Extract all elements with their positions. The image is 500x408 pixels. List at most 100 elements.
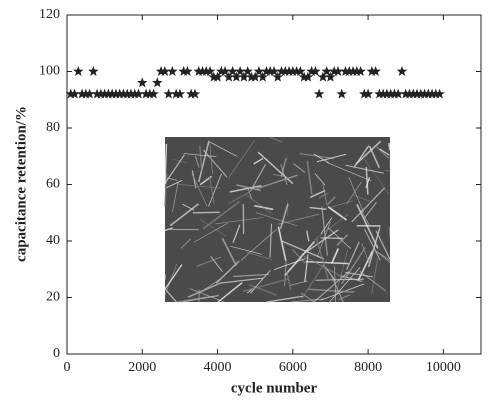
sem-texture: [309, 189, 326, 198]
data-point: [103, 88, 114, 99]
y-tick-label: 20: [46, 290, 60, 305]
sem-texture: [164, 179, 183, 189]
sem-texture: [247, 188, 253, 200]
sem-texture: [346, 181, 362, 205]
sem-texture: [320, 217, 333, 235]
data-point: [182, 66, 193, 76]
sem-texture: [328, 200, 353, 209]
data-point: [374, 88, 385, 99]
data-point: [344, 66, 355, 76]
data-point: [276, 66, 287, 76]
data-point: [321, 66, 332, 76]
sem-texture: [375, 230, 391, 260]
data-point: [423, 88, 434, 99]
data-point: [249, 71, 261, 82]
data-point: [268, 66, 280, 76]
sem-texture: [286, 271, 292, 291]
data-point: [287, 66, 299, 76]
sem-texture: [284, 240, 316, 277]
data-point: [257, 71, 268, 82]
y-tick-label: 80: [46, 120, 60, 135]
data-point: [216, 66, 227, 76]
data-point: [336, 88, 347, 99]
data-point: [163, 88, 174, 99]
sem-texture: [345, 271, 373, 278]
x-tick-label: 8000: [354, 360, 382, 375]
sem-texture: [176, 296, 207, 303]
data-point: [121, 88, 133, 99]
sem-texture: [336, 234, 349, 246]
data-point: [377, 88, 389, 99]
data-point: [253, 66, 265, 76]
data-point: [295, 66, 306, 76]
data-point: [261, 66, 272, 76]
sem-texture: [176, 183, 221, 189]
sem-texture: [306, 230, 310, 242]
data-point: [208, 71, 220, 82]
data-point: [302, 71, 314, 82]
y-tick-label: 120: [39, 7, 60, 22]
data-point: [419, 88, 430, 99]
data-point: [242, 66, 253, 76]
data-point: [306, 66, 317, 76]
data-point: [227, 66, 238, 76]
sem-texture: [313, 153, 329, 164]
sem-texture: [301, 229, 339, 256]
sem-texture: [266, 295, 304, 303]
data-point: [174, 88, 186, 99]
data-point: [317, 71, 329, 82]
sem-texture: [187, 281, 223, 298]
sem-texture: [321, 206, 328, 256]
sem-texture: [221, 237, 238, 266]
data-point: [95, 88, 107, 99]
data-point: [201, 66, 212, 76]
data-point: [125, 88, 137, 99]
data-point: [185, 88, 197, 99]
data-point: [362, 88, 374, 99]
data-point: [73, 66, 84, 76]
sem-texture: [249, 164, 266, 192]
sem-texture: [273, 173, 285, 178]
sem-texture: [164, 173, 168, 207]
sem-texture: [388, 143, 391, 151]
sem-texture: [365, 167, 369, 195]
x-axis-title: cycle number: [231, 380, 318, 396]
data-point: [332, 66, 344, 76]
sem-texture: [199, 145, 203, 171]
sem-texture: [345, 164, 384, 174]
sem-texture: [346, 241, 360, 271]
sem-texture: [371, 258, 379, 293]
data-point: [231, 71, 242, 82]
sem-texture: [217, 282, 243, 303]
data-point: [193, 66, 204, 76]
sem-texture: [210, 142, 238, 157]
x-tick-label: 2000: [128, 360, 156, 375]
sem-texture: [314, 173, 326, 186]
data-point: [167, 66, 178, 76]
sem-texture: [293, 163, 306, 174]
sem-texture: [290, 298, 324, 303]
data-point: [434, 88, 445, 99]
data-point: [133, 88, 144, 99]
y-axis-title: capacitance retention/%: [13, 106, 29, 262]
sem-texture: [378, 252, 391, 261]
sem-texture: [385, 169, 391, 172]
data-point: [430, 88, 442, 99]
sem-texture: [365, 177, 371, 189]
data-point: [84, 88, 95, 99]
sem-texture: [214, 217, 264, 225]
sem-texture: [169, 203, 199, 227]
data-point: [359, 88, 370, 99]
x-tick-label: 0: [64, 360, 71, 375]
sem-texture: [230, 245, 263, 255]
data-point: [291, 66, 302, 76]
sem-texture: [363, 202, 377, 219]
data-point: [234, 66, 246, 76]
sem-texture: [329, 267, 361, 303]
sem-texture: [277, 226, 287, 261]
data-point: [118, 88, 129, 99]
sem-texture: [233, 273, 270, 278]
sem-texture: [232, 224, 241, 244]
data-point: [99, 88, 110, 99]
